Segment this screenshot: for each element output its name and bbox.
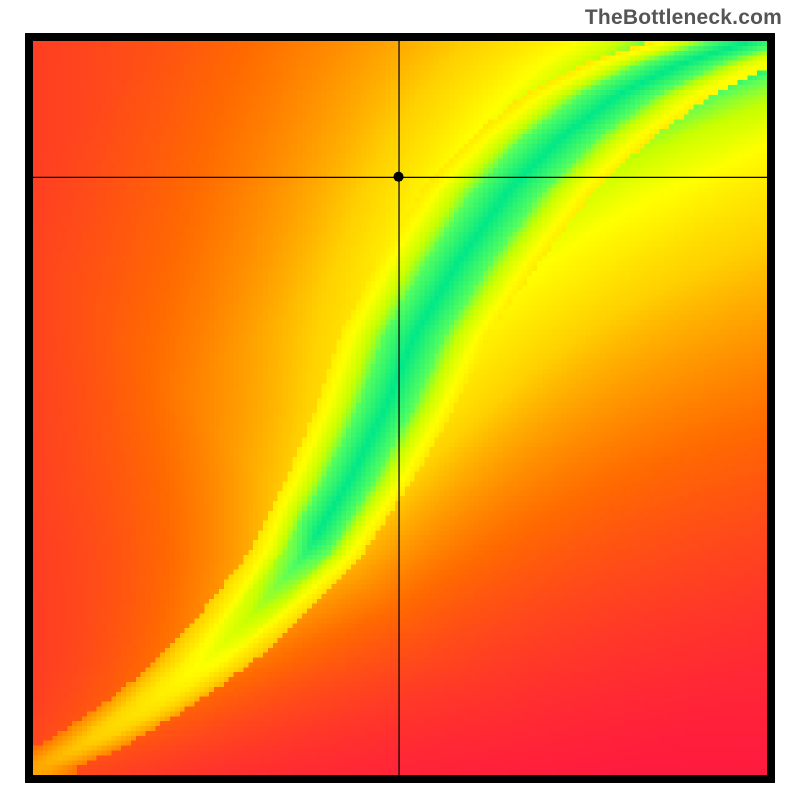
watermark-text: TheBottleneck.com: [585, 6, 782, 30]
plot-frame: [25, 33, 775, 783]
heatmap-canvas: [33, 41, 767, 775]
chart-container: TheBottleneck.com: [0, 0, 800, 800]
